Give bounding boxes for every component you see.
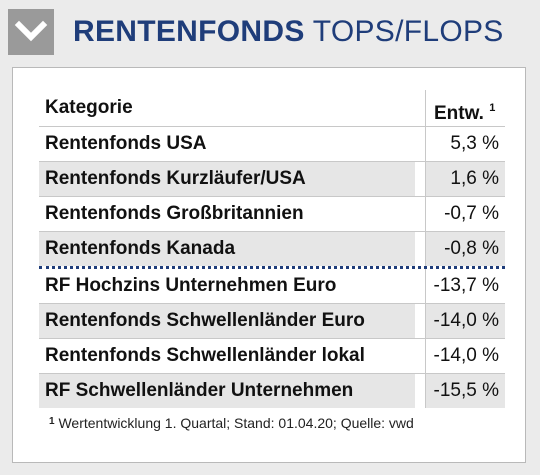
footnote-text: Wertentwicklung 1. Quartal; Stand: 01.04… (58, 415, 414, 431)
title-light: TOPS/FLOPS (312, 15, 504, 48)
table-row: Rentenfonds Großbritannien -0,7 % (39, 196, 505, 231)
title-bold: RENTENFONDS (73, 15, 305, 48)
table-row: Rentenfonds USA 5,3 % (39, 126, 505, 161)
table-row: Rentenfonds Schwellenländer lokal -14,0 … (39, 338, 505, 373)
row-category: Rentenfonds Kanada (39, 232, 415, 266)
row-category: Rentenfonds USA (45, 133, 207, 154)
table-row: Rentenfonds Kurzläufer/USA 1,6 % (39, 161, 505, 196)
table-row: RF Hochzins Unternehmen Euro -13,7 % (39, 269, 505, 303)
column-header-category: Kategorie (45, 97, 133, 118)
row-category: Rentenfonds Schwellenländer Euro (39, 304, 415, 338)
row-value: -0,7 % (425, 197, 505, 231)
table-panel: Kategorie Entw. 1 Rentenfonds USA 5,3 % … (12, 67, 526, 463)
row-category: RF Schwellenländer Unternehmen (39, 374, 415, 408)
table-row: Rentenfonds Kanada -0,8 % (39, 231, 505, 266)
row-category: Rentenfonds Schwellenländer lokal (45, 345, 365, 366)
column-header-value: Entw. 1 (425, 90, 505, 126)
row-category: RF Hochzins Unternehmen Euro (45, 275, 337, 296)
footnote-mark: 1 (489, 102, 496, 114)
row-category: Rentenfonds Kurzläufer/USA (39, 162, 415, 196)
table-row: Rentenfonds Schwellenländer Euro -14,0 % (39, 303, 505, 338)
footnote-number: 1 (49, 416, 55, 427)
tops-flops-divider (39, 266, 505, 269)
row-value: -13,7 % (425, 269, 505, 303)
fund-table: Kategorie Entw. 1 Rentenfonds USA 5,3 % … (39, 90, 505, 408)
page-title: RENTENFONDS TOPS/FLOPS (73, 14, 504, 50)
chevron-down-icon (8, 9, 54, 55)
row-value: -15,5 % (425, 374, 505, 408)
footnote: 1 Wertentwicklung 1. Quartal; Stand: 01.… (49, 415, 414, 431)
row-value: -14,0 % (425, 304, 505, 338)
header: RENTENFONDS TOPS/FLOPS (0, 0, 540, 64)
row-value: -14,0 % (425, 339, 505, 373)
row-value: 1,6 % (425, 162, 505, 196)
column-header-value-label: Entw. (434, 103, 484, 124)
row-value: -0,8 % (425, 232, 505, 266)
table-row: RF Schwellenländer Unternehmen -15,5 % (39, 373, 505, 408)
row-value: 5,3 % (425, 127, 505, 161)
table-header-row: Kategorie Entw. 1 (39, 90, 505, 126)
row-category: Rentenfonds Großbritannien (45, 203, 304, 224)
